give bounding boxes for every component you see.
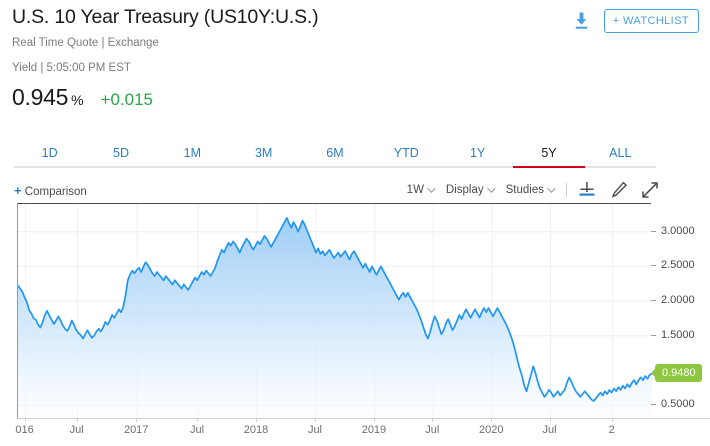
quote-subtitle: Real Time Quote | Exchange	[12, 37, 159, 49]
x-tick-mark	[549, 418, 551, 422]
x-axis-label: 2019	[361, 424, 387, 436]
quote-timestamp: Yield | 5:05:00 PM EST	[12, 62, 131, 74]
chevron-down-icon	[486, 184, 496, 193]
y-axis-label: 2.0000	[661, 294, 695, 307]
pencil-icon[interactable]	[610, 181, 628, 199]
expand-icon[interactable]	[641, 181, 659, 199]
studies-dropdown[interactable]: Studies	[505, 184, 556, 196]
interval-dropdown[interactable]: 1W	[406, 184, 436, 196]
x-axis-label: Jul	[542, 424, 557, 436]
range-tabs-container: 1D 5D 1M 3M 6M YTD 1Y 5Y ALL	[14, 144, 656, 170]
price-row: 0.945 % +0.015	[12, 84, 318, 111]
chevron-down-icon	[547, 184, 556, 193]
x-tick-mark	[314, 418, 316, 422]
y-tick-mark	[651, 404, 656, 406]
y-axis-label: 1.5000	[661, 328, 695, 341]
tab-all[interactable]: ALL	[609, 146, 632, 160]
x-tick-mark	[197, 418, 199, 422]
display-dropdown[interactable]: Display	[445, 184, 496, 196]
x-tick-mark	[373, 418, 375, 422]
y-tick-mark	[651, 230, 656, 232]
percent-symbol: %	[71, 92, 84, 108]
plus-icon: +	[14, 182, 22, 198]
crosshair-icon[interactable]	[577, 181, 597, 199]
chart-toolbar: + Comparison 1W Display Studies	[14, 179, 659, 201]
chevron-down-icon	[427, 184, 436, 193]
x-tick-mark	[76, 418, 78, 422]
price-chart-svg	[18, 204, 652, 419]
x-tick-mark	[136, 418, 138, 422]
tab-6m[interactable]: 6M	[326, 146, 344, 160]
y-axis-label: 0.5000	[661, 398, 695, 411]
x-tick-mark	[491, 418, 493, 422]
range-tabs: 1D 5D 1M 3M 6M YTD 1Y 5Y ALL	[14, 144, 656, 168]
chart-line	[18, 217, 652, 402]
tab-3m[interactable]: 3M	[254, 146, 273, 160]
page-title: U.S. 10 Year Treasury (US10Y:U.S.)	[12, 6, 319, 28]
x-tick-mark	[611, 418, 613, 422]
studies-label: Studies	[505, 184, 544, 196]
chart-toolbar-right: 1W Display Studies	[407, 181, 659, 199]
y-tick-mark	[651, 300, 656, 302]
toolbar-divider	[566, 183, 567, 197]
add-to-watchlist-button[interactable]: + WATCHLIST	[603, 9, 699, 33]
x-axis-label: 016	[15, 424, 34, 436]
x-axis-label: 2018	[243, 424, 269, 436]
download-icon[interactable]	[572, 11, 591, 31]
x-tick-mark	[24, 418, 26, 422]
comparison-label: Comparison	[24, 185, 87, 198]
y-axis-label: 3.0000	[661, 224, 695, 237]
chart-area-fill	[18, 217, 652, 419]
price-change: +0.015	[100, 90, 153, 109]
y-axis: 3.0000 2.5000 2.0000 1.5000 0.5000 0.9480	[651, 203, 710, 418]
x-tick-mark	[256, 418, 258, 422]
header-actions: + WATCHLIST	[572, 9, 699, 33]
tab-5d[interactable]: 5D	[113, 146, 129, 160]
current-price-badge: 0.9480	[655, 364, 702, 383]
y-tick-mark	[651, 265, 656, 267]
x-axis-label: Jul	[190, 424, 205, 436]
x-axis: 016 Jul 2017 Jul 2018 Jul 2019 Jul 2020 Jul 2	[15, 418, 710, 444]
x-axis-label: 2017	[123, 424, 149, 436]
last-price: 0.945	[12, 84, 69, 110]
x-axis-label: 2	[608, 424, 615, 436]
tab-1d[interactable]: 1D	[41, 146, 58, 160]
add-comparison-button[interactable]: + Comparison	[14, 183, 87, 198]
y-axis-label: 2.5000	[661, 259, 695, 272]
tab-5y[interactable]: 5Y	[513, 144, 585, 168]
price-chart[interactable]	[17, 203, 652, 419]
quote-header: U.S. 10 Year Treasury (US10Y:U.S.) Real …	[12, 6, 319, 111]
y-tick-mark	[651, 334, 656, 336]
tab-1m[interactable]: 1M	[183, 146, 201, 160]
interval-label: 1W	[406, 184, 424, 196]
x-axis-label: Jul	[425, 424, 440, 436]
x-axis-label: 2020	[478, 424, 504, 436]
tab-ytd[interactable]: YTD	[393, 146, 419, 160]
x-tick-mark	[432, 418, 434, 422]
x-axis-label: Jul	[69, 424, 84, 436]
tab-1y[interactable]: 1Y	[469, 146, 486, 160]
x-axis-label: Jul	[307, 424, 322, 436]
display-label: Display	[445, 184, 484, 196]
